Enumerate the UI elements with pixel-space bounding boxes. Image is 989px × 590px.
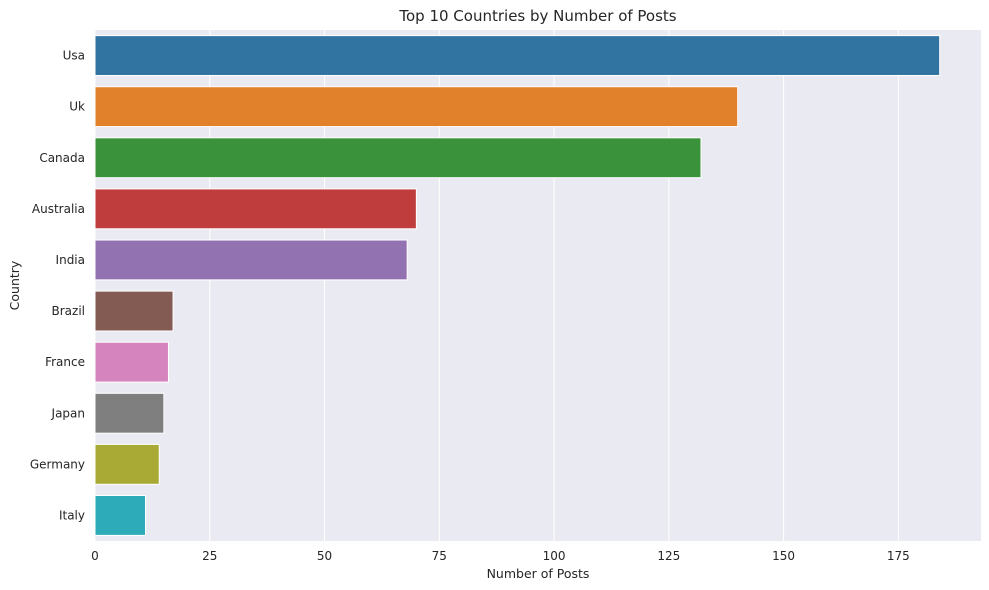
y-tick-label: France — [45, 355, 85, 369]
bar-usa — [94, 35, 941, 76]
y-tick-label: Italy — [59, 508, 85, 522]
x-tick-label: 0 — [91, 549, 99, 563]
bar-italy — [94, 495, 146, 536]
bar-france — [94, 341, 169, 383]
x-tick-label: 75 — [432, 549, 447, 563]
bar-germany — [94, 443, 160, 485]
y-tick-label: Canada — [39, 151, 85, 165]
x-tick-label: 125 — [657, 549, 680, 563]
x-tick-label: 150 — [772, 549, 795, 563]
y-tick-label: Japan — [51, 406, 85, 420]
y-axis-title: Country — [7, 260, 22, 310]
bar-brazil — [94, 290, 174, 332]
y-tick-label: Brazil — [52, 304, 86, 318]
y-tick-label: Germany — [30, 457, 85, 471]
bar-australia — [94, 188, 417, 230]
chart-title: Top 10 Countries by Number of Posts — [398, 7, 676, 25]
x-tick-label: 50 — [317, 549, 332, 563]
y-tick-label: Uk — [69, 100, 85, 114]
bars — [94, 35, 941, 536]
y-tick-labels: Usa Uk Canada Australia India Brazil France Jap… — [30, 49, 85, 523]
bar-japan — [94, 392, 165, 434]
bar-canada — [94, 137, 702, 179]
x-tick-labels: 0 25 50 75 100 125 150 175 — [91, 549, 910, 563]
x-tick-label: 25 — [202, 549, 217, 563]
x-tick-label: 100 — [543, 549, 566, 563]
bar-india — [94, 239, 408, 281]
y-tick-label: Australia — [32, 202, 85, 216]
y-tick-label: India — [56, 253, 85, 267]
x-tick-label: 175 — [887, 549, 910, 563]
x-axis-title: Number of Posts — [487, 566, 590, 581]
y-tick-label: Usa — [63, 49, 85, 63]
bar-uk — [94, 86, 739, 128]
